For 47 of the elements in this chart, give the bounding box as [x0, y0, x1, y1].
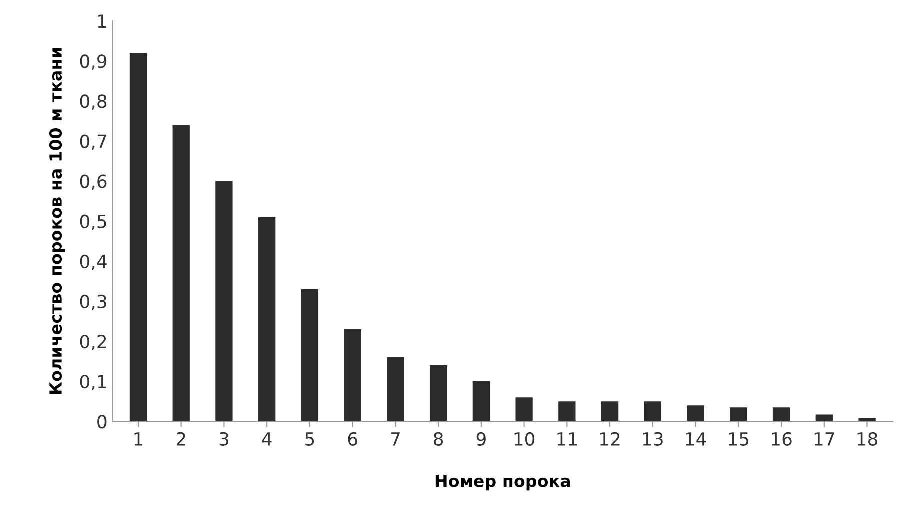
- y-tick-label: 0,3: [80, 294, 106, 310]
- x-tick-label: 12: [600, 432, 620, 446]
- x-tick-label: 9: [476, 432, 486, 446]
- bar: [558, 402, 576, 422]
- bar: [772, 408, 790, 422]
- bar: [430, 366, 448, 422]
- x-tick-label: 13: [643, 432, 663, 446]
- x-tick-label: 2: [176, 432, 186, 446]
- y-tick-label: 0,2: [80, 334, 106, 350]
- x-tick-label: 4: [262, 432, 272, 446]
- bar: [130, 53, 148, 422]
- x-tick-label: 8: [434, 432, 444, 446]
- bar: [216, 181, 233, 422]
- x-tick-label: 10: [514, 432, 535, 446]
- bar: [516, 398, 533, 422]
- y-tick-label: 0,9: [80, 54, 107, 70]
- bar: [601, 402, 619, 422]
- y-tick-label: 1: [98, 14, 106, 28]
- x-axis-title: Номер порока: [436, 475, 570, 491]
- x-tick-label: 6: [348, 432, 358, 446]
- y-tick-label: 0,8: [80, 94, 107, 110]
- bar: [344, 329, 362, 422]
- bar: [472, 382, 490, 422]
- bar: [644, 402, 662, 422]
- x-tick-label: 7: [391, 432, 400, 446]
- y-tick-label: 0,4: [80, 254, 107, 270]
- y-axis-title: Количество пороков на 100 м ткани: [49, 48, 66, 394]
- x-tick-label: 17: [814, 432, 834, 446]
- y-tick-label: 0,7: [80, 134, 106, 150]
- y-tick-label: 0,1: [80, 375, 106, 391]
- bar: [687, 406, 704, 422]
- bar: [730, 408, 748, 422]
- y-tick-label: 0,5: [80, 214, 106, 230]
- bar: [172, 125, 190, 422]
- x-tick-label: 3: [220, 432, 229, 446]
- x-tick-label: 15: [729, 432, 749, 446]
- y-tick-label: 0,6: [80, 174, 107, 190]
- x-tick-label: 16: [772, 432, 792, 446]
- x-tick-label: 18: [858, 432, 878, 446]
- x-tick-label: 11: [558, 432, 577, 446]
- bar: [258, 217, 276, 422]
- bar: [387, 358, 404, 422]
- x-tick-label: 1: [134, 432, 143, 446]
- x-tick-label: 14: [686, 432, 706, 446]
- x-tick-label: 5: [306, 432, 314, 446]
- y-tick-label: 0: [98, 415, 107, 429]
- bar: [301, 289, 319, 422]
